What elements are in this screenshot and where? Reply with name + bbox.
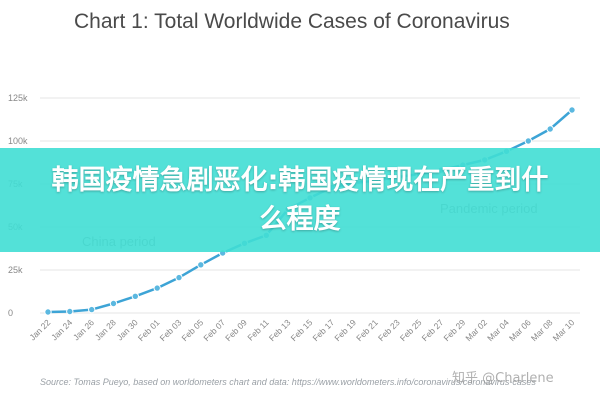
- y-tick-label: 100k: [8, 136, 28, 146]
- x-tick-label: Feb 29: [441, 317, 467, 343]
- x-tick-label: Mar 08: [529, 317, 555, 343]
- zhihu-watermark: 知乎 @Charlene: [452, 371, 554, 386]
- chart-title: Chart 1: Total Worldwide Cases of Corona…: [74, 10, 510, 33]
- x-tick-label: Feb 11: [245, 317, 271, 343]
- data-point: [568, 106, 576, 114]
- x-tick-label: Mar 10: [551, 317, 577, 343]
- x-tick-label: Feb 17: [310, 317, 336, 343]
- x-tick-label: Jan 26: [71, 317, 96, 342]
- data-point: [109, 299, 118, 308]
- data-point: [131, 292, 140, 300]
- x-tick-label: Feb 21: [354, 317, 380, 343]
- x-tick-label: Feb 07: [201, 317, 227, 343]
- y-tick-label: 125k: [8, 93, 28, 103]
- source-note: Source: Tomas Pueyo, based on worldomete…: [40, 377, 536, 387]
- x-tick-label: Mar 02: [463, 317, 489, 343]
- x-tick-label: Feb 25: [398, 317, 424, 343]
- data-point: [66, 307, 74, 316]
- x-tick-label: Feb 19: [332, 317, 358, 343]
- data-point: [88, 305, 96, 314]
- data-point: [175, 273, 183, 282]
- data-point: [524, 137, 532, 145]
- title-overlay-banner: 韩国疫情急剧恶化:韩国疫情现在严重到什么程度: [0, 148, 600, 252]
- x-tick-label: Feb 13: [267, 317, 293, 343]
- x-tick-label: Jan 24: [49, 317, 74, 342]
- data-point: [153, 284, 161, 292]
- x-tick-label: Jan 28: [93, 317, 118, 342]
- x-tick-label: Feb 15: [289, 317, 315, 343]
- x-tick-label: Feb 01: [136, 317, 162, 343]
- data-point: [197, 261, 205, 269]
- x-tick-label: Feb 27: [420, 317, 446, 343]
- x-tick-label: Feb 05: [179, 317, 205, 343]
- y-tick-label: 25k: [8, 265, 23, 275]
- x-tick-label: Jan 22: [27, 317, 52, 342]
- x-tick-label: Mar 06: [507, 317, 533, 343]
- data-point: [546, 125, 554, 133]
- x-tick-label: Feb 03: [158, 317, 184, 343]
- banner-text: 韩国疫情急剧恶化:韩国疫情现在严重到什么程度: [51, 165, 549, 235]
- x-tick-label: Feb 09: [223, 317, 249, 343]
- y-tick-label: 0: [8, 308, 13, 318]
- x-tick-label: Jan 30: [115, 317, 140, 342]
- x-tick-label: Feb 23: [376, 317, 402, 343]
- data-point: [44, 308, 52, 316]
- x-tick-label: Mar 04: [485, 317, 511, 343]
